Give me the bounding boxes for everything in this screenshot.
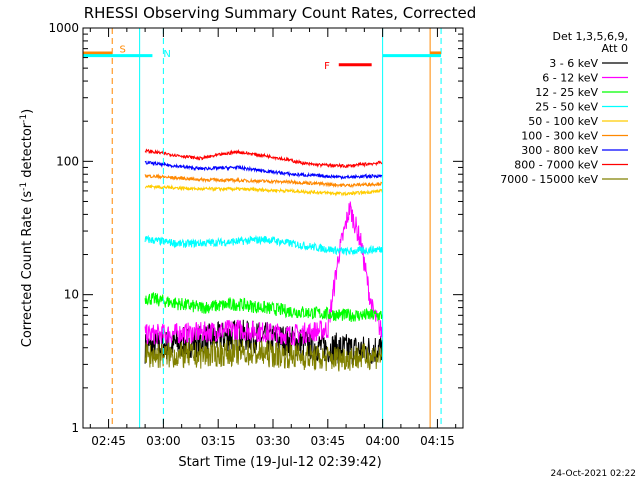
y-axis-label-part: -1 <box>19 114 29 123</box>
flag-label-S: S <box>120 45 126 56</box>
flag-label-N: N <box>163 49 170 60</box>
legend-label-2: 12 - 25 keV <box>535 86 598 99</box>
y-axis-label-part: -1 <box>19 182 29 191</box>
x-tick-label-5: 04:00 <box>365 434 400 448</box>
series-line-8 <box>144 339 383 372</box>
legend-label-3: 25 - 50 keV <box>535 101 598 114</box>
legend-label-6: 300 - 800 keV <box>521 144 598 157</box>
x-axis-label: Start Time (19-Jul-12 02:39:42) <box>178 455 381 470</box>
y-axis-label: Corrected Count Rate (s-1 detector-1) <box>19 109 35 347</box>
legend-label-8: 7000 - 15000 keV <box>500 173 598 186</box>
y-tick-label-1: 10 <box>64 288 79 302</box>
x-tick-label-0: 02:45 <box>91 434 126 448</box>
series-line-2 <box>144 291 383 323</box>
legend-header-0: Det 1,3,5,6,9, <box>552 30 628 43</box>
y-tick-label-0: 1 <box>71 421 79 435</box>
x-tick-label-3: 03:30 <box>256 434 291 448</box>
legend-label-4: 50 - 100 keV <box>528 115 598 128</box>
legend: Det 1,3,5,6,9,Att 0 3 - 6 keV 6 - 12 keV12… <box>500 30 628 186</box>
axes: 02:45 03:00 03:15 03:30 03:45 04:00 04:15 1 10 10… <box>48 21 464 448</box>
legend-label-7: 800 - 7000 keV <box>514 159 598 172</box>
y-axis-label-part: detector <box>20 122 35 182</box>
x-tick-label-1: 03:00 <box>146 434 181 448</box>
y-axis-label-part: Corrected Count Rate (s <box>20 191 35 348</box>
series-line-1 <box>144 201 383 347</box>
y-tick-label-2: 100 <box>56 154 79 168</box>
marker-layer: S N F <box>83 28 442 428</box>
series-line-4 <box>144 183 383 197</box>
legend-header-1: Att 0 <box>602 42 628 55</box>
series-line-7 <box>144 148 383 169</box>
footer-timestamp: 24-Oct-2021 02:22 <box>551 469 636 479</box>
chart-title: RHESSI Observing Summary Count Rates, Co… <box>84 4 477 22</box>
series-line-6 <box>144 160 383 181</box>
legend-label-5: 100 - 300 keV <box>521 130 598 143</box>
plot-area <box>144 148 383 372</box>
legend-label-0: 3 - 6 keV <box>549 57 598 70</box>
y-axis-label-part: ) <box>20 109 35 114</box>
x-tick-label-2: 03:15 <box>201 434 236 448</box>
x-tick-label-6: 04:15 <box>420 434 455 448</box>
x-tick-label-4: 03:45 <box>311 434 346 448</box>
series-line-5 <box>144 173 383 189</box>
y-tick-label-3: 1000 <box>48 21 79 35</box>
flag-label-F: F <box>324 61 330 72</box>
series-line-3 <box>144 234 383 256</box>
legend-label-1: 6 - 12 keV <box>542 72 598 85</box>
